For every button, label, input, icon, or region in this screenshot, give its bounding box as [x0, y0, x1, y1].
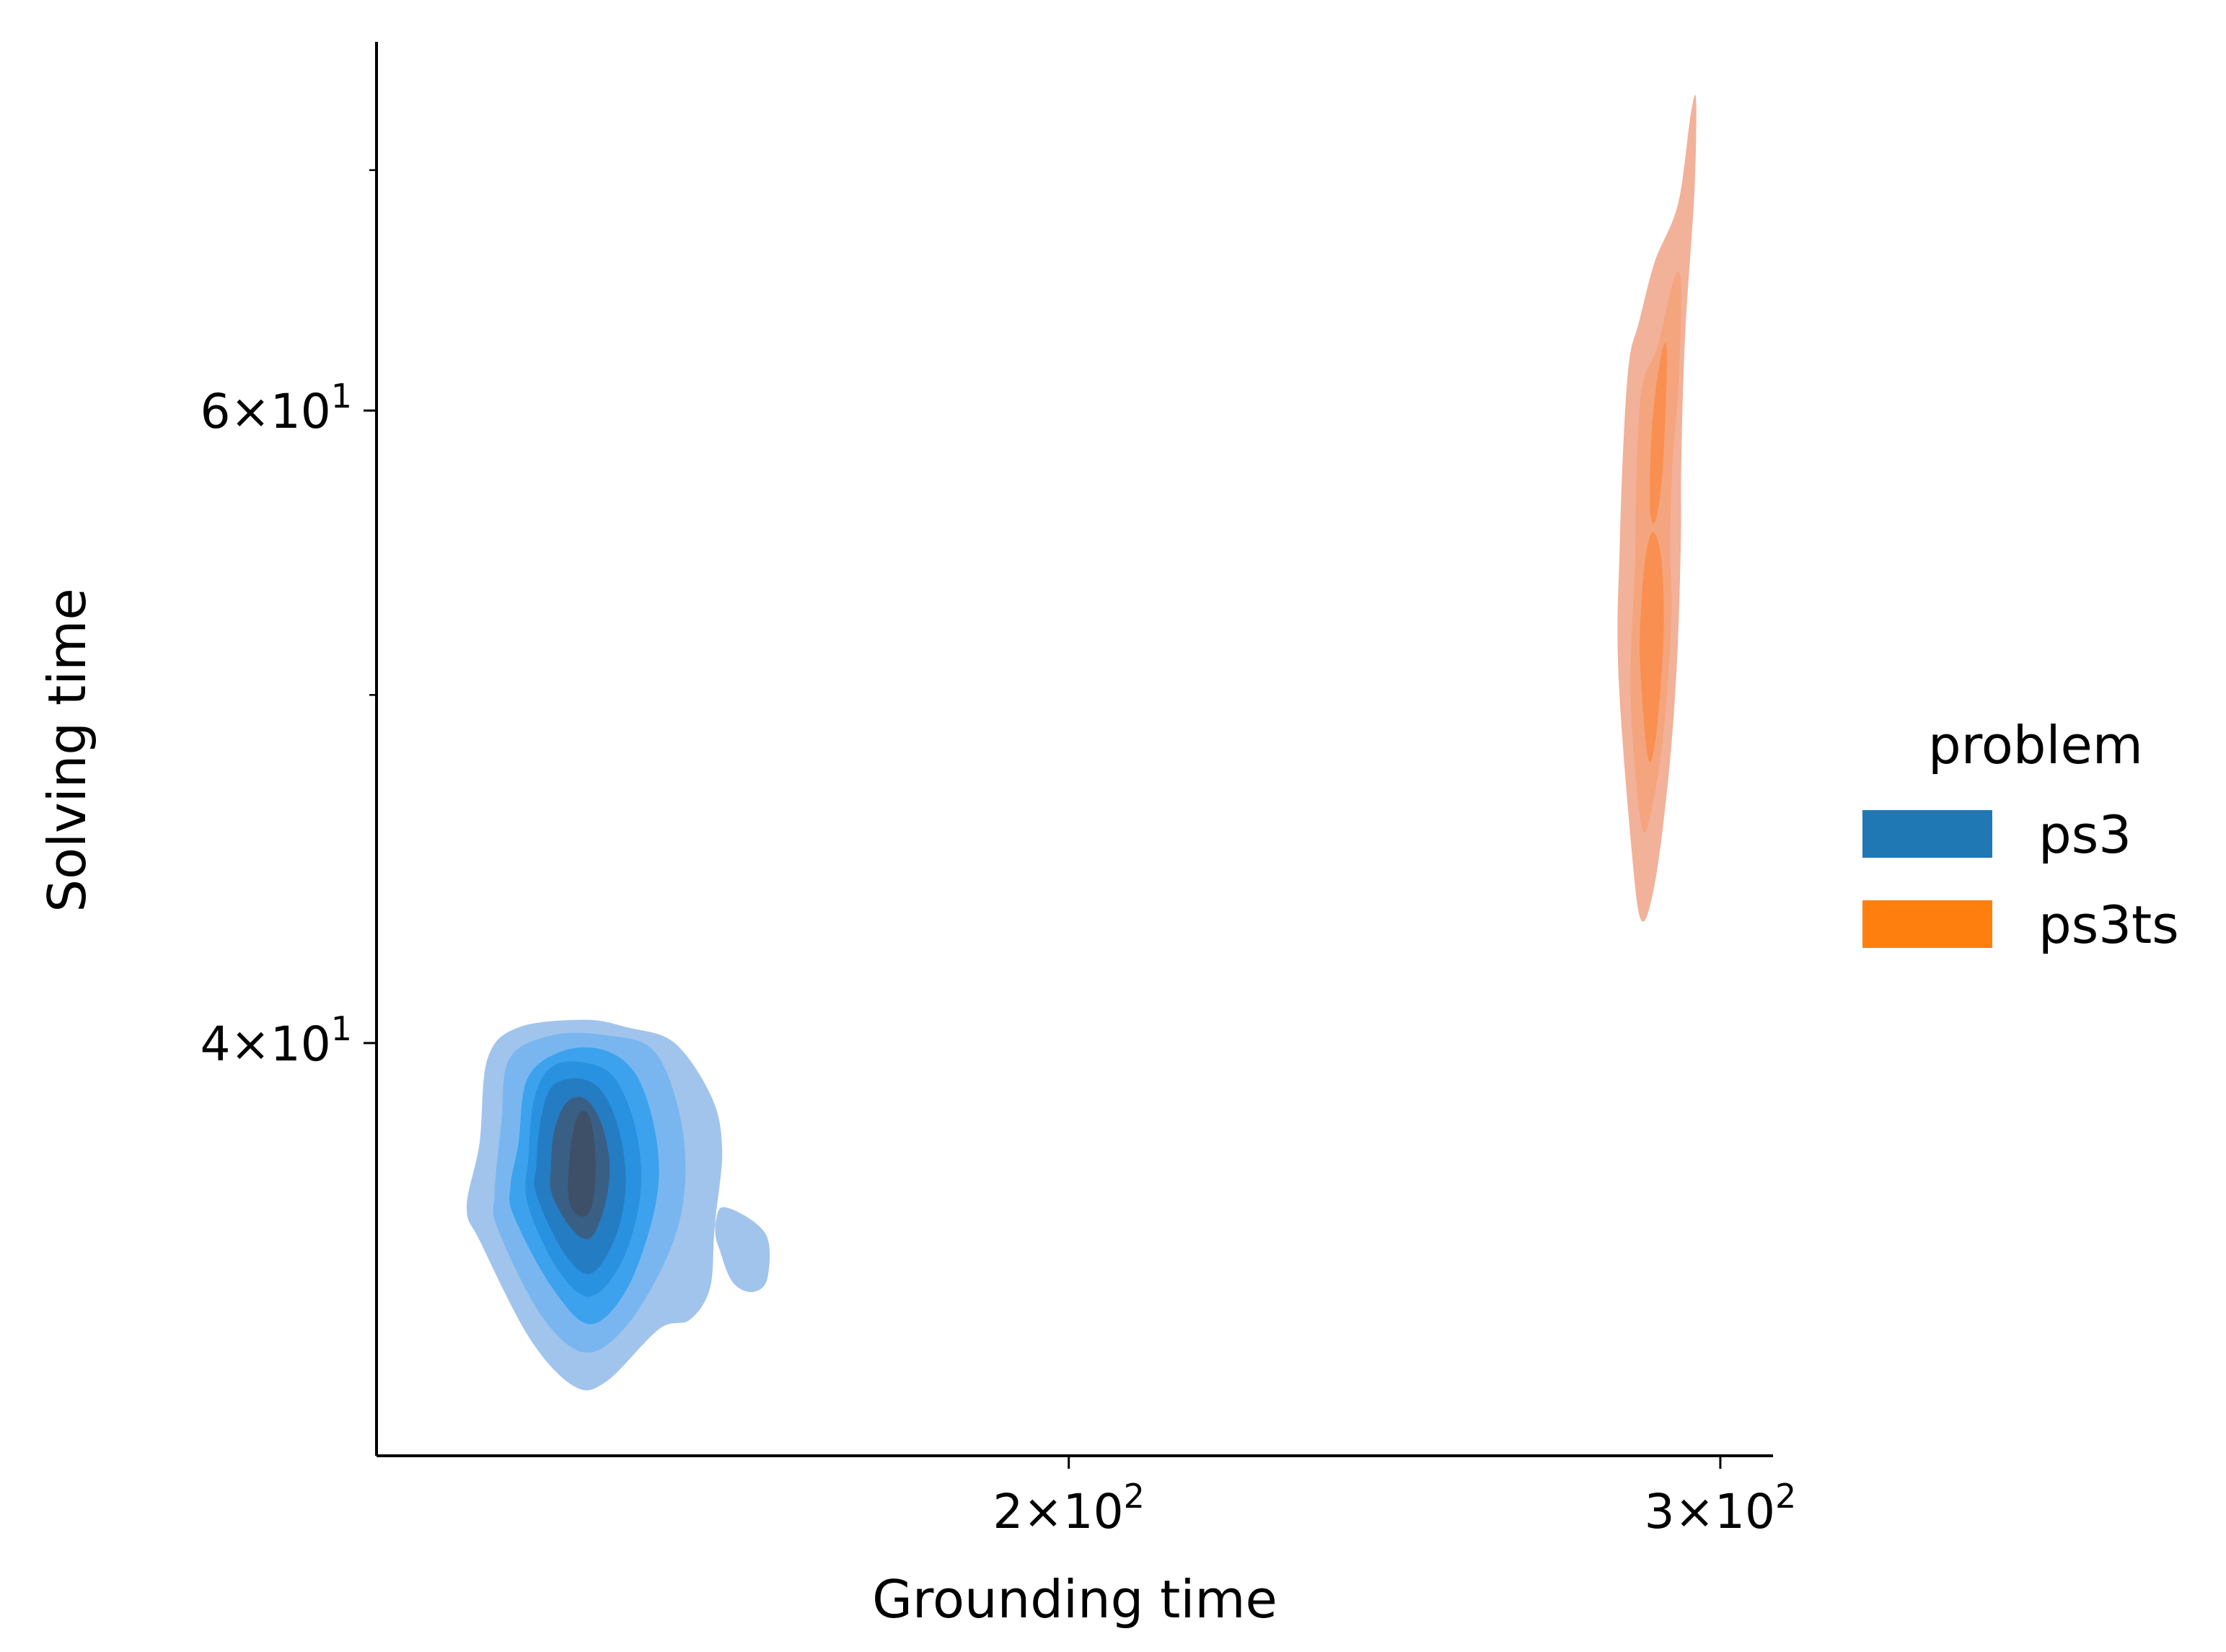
legend-title: problem: [1928, 715, 2143, 776]
contour-ps3ts-level-4: [1650, 343, 1667, 524]
y-ticks: 4×101 6×101: [200, 169, 377, 1072]
x-ticks: 2×102 3×102: [993, 1456, 1796, 1539]
x-axis-title: Grounding time: [872, 1569, 1277, 1630]
x-tick-label: 3×102: [1645, 1477, 1797, 1539]
legend-label-ps3ts: ps3ts: [2038, 895, 2179, 955]
y-tick-label: 6×101: [200, 377, 352, 439]
legend-swatch-ps3: [1862, 810, 1992, 858]
series-ps3ts: [1617, 95, 1697, 922]
contour-ps3-level-7: [568, 1110, 596, 1217]
contour-ps3ts-level-3: [1640, 532, 1664, 763]
legend: problem ps3 ps3ts: [1862, 715, 2179, 955]
legend-swatch-ps3ts: [1862, 900, 1992, 948]
y-axis-title: Solving time: [37, 588, 97, 912]
series-ps3: [466, 1019, 770, 1391]
legend-label-ps3: ps3: [2038, 804, 2132, 865]
x-tick-label: 2×102: [993, 1477, 1145, 1539]
density-contours: [466, 95, 1697, 1391]
y-tick-label: 4×101: [200, 1009, 352, 1072]
axes: [375, 42, 1773, 1457]
